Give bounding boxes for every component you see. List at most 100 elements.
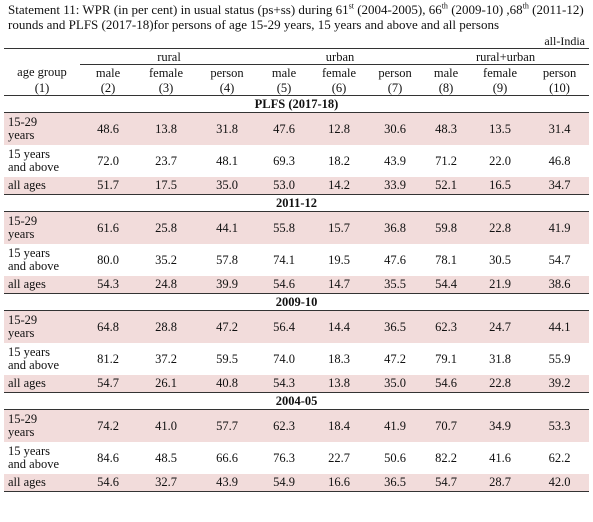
table-cell: 59.8	[422, 211, 471, 244]
table-cell: 35.0	[368, 375, 423, 393]
header-column-number: (6)	[310, 80, 369, 96]
header-group-rural-urban: rural+urban	[422, 48, 590, 65]
row-label-line: and above	[8, 358, 60, 372]
table-cell: 48.6	[80, 112, 136, 145]
table-cell: 30.6	[368, 112, 423, 145]
table-cell: 47.2	[384, 351, 406, 366]
table-row: 15 years and above 81.2 37.2 59.5 74.0 18.3 47.…	[4, 343, 589, 375]
table-cell: 74.1	[273, 252, 295, 267]
table-cell: 31.4	[530, 112, 590, 145]
table-cell: 30.5	[489, 252, 511, 267]
table-cell: 28.7	[470, 474, 531, 492]
table-row: 15 years and above 80.0 35.2 57.8 74.1 19.5 47.…	[4, 244, 589, 276]
row-label: all ages	[4, 375, 80, 393]
table-cell: 59.5	[216, 351, 238, 366]
table-cell: 41.9	[368, 409, 423, 442]
table-cell: 84.6	[97, 450, 119, 465]
table-cell: 76.3	[273, 450, 295, 465]
table-cell: 54.3	[80, 276, 136, 294]
row-label-line: all ages	[8, 178, 46, 192]
table-cell: 37.2	[155, 351, 177, 366]
table-cell: 71.2	[435, 153, 457, 168]
table-cell: 54.4	[422, 276, 471, 294]
table-cell: 55.8	[258, 211, 311, 244]
table-cell: 55.9	[548, 351, 571, 366]
table-cell: 74.2	[80, 409, 136, 442]
table-cell: 26.1	[136, 375, 196, 393]
table-cell: 22.0	[489, 153, 511, 168]
table-row: all ages 54.7 26.1 40.8 54.3 13.8 35.0 54.6 22.8…	[4, 375, 590, 393]
table-cell: 52.1	[422, 177, 471, 195]
row-label-line: 15-29	[8, 214, 38, 228]
table-cell: 50.6	[384, 450, 406, 465]
table-cell: 16.5	[470, 177, 531, 195]
table-cell: 23.7	[155, 153, 177, 168]
table-cell: 48.1	[216, 153, 238, 168]
table-cell: 35.0	[196, 177, 259, 195]
table-cell: 44.1	[530, 310, 590, 343]
table-cell: 54.3	[258, 375, 311, 393]
table-cell: 79.1	[435, 351, 457, 366]
table-cell: 17.5	[136, 177, 196, 195]
table-row: 15 years and above 84.6 48.5 66.6 76.3 22.7 50.…	[4, 442, 589, 474]
section-header-row: 2009-10	[4, 293, 590, 311]
table-cell: 56.4	[258, 310, 311, 343]
header-column-person: person	[378, 65, 412, 80]
row-label-line: years	[8, 326, 35, 340]
table-cell: 80.0	[97, 252, 119, 267]
table-cell: 44.1	[196, 211, 259, 244]
row-label-line: 15 years	[8, 147, 50, 161]
table-cell: 54.6	[258, 276, 311, 294]
row-label-line: all ages	[8, 277, 46, 291]
header-age-group: age group	[17, 65, 67, 80]
table-cell: 51.7	[80, 177, 136, 195]
table-row: all ages 54.6 32.7 43.9 54.9 16.6 36.5 54.7 28.7…	[4, 474, 590, 492]
section-title: 2011-12	[4, 194, 590, 212]
table-cell: 54.6	[422, 375, 471, 393]
row-label: all ages	[4, 276, 80, 294]
table-cell: 72.0	[97, 153, 119, 168]
row-label-line: 15-29	[8, 313, 38, 327]
header-group-urban: urban	[258, 48, 423, 65]
table-cell: 34.9	[470, 409, 531, 442]
row-label-line: 15-29	[8, 412, 38, 426]
table-cell: 14.2	[310, 177, 369, 195]
table-cell: 46.8	[548, 153, 571, 168]
header-column-number: (1)	[4, 80, 80, 96]
table-cell: 47.6	[384, 252, 406, 267]
table-cell: 28.8	[136, 310, 196, 343]
row-label-line: 15 years	[8, 345, 50, 359]
row-label-line: years	[8, 227, 35, 241]
table-cell: 24.7	[470, 310, 531, 343]
table-cell: 47.6	[258, 112, 311, 145]
row-label-line: and above	[8, 160, 60, 174]
header-column-number: (10)	[530, 80, 590, 96]
table-row: 15-29 years 61.6 25.8 44.1 55.8 15.7 36.8 59.8 22…	[4, 211, 590, 244]
table-cell: 35.2	[155, 252, 177, 267]
header-column-female: female	[483, 65, 518, 80]
header-column-female: female	[148, 65, 183, 80]
table-cell: 53.3	[530, 409, 590, 442]
table-cell: 32.7	[136, 474, 196, 492]
table-cell: 82.2	[435, 450, 457, 465]
table-cell: 22.8	[470, 211, 531, 244]
row-label: 15 years and above	[4, 244, 80, 276]
table-cell: 21.9	[470, 276, 531, 294]
table-cell: 39.9	[196, 276, 259, 294]
table-cell: 16.6	[310, 474, 369, 492]
section-header-row: 2004-05	[4, 392, 590, 410]
table-cell: 39.2	[530, 375, 590, 393]
table-cell: 36.8	[368, 211, 423, 244]
header-column-person: person	[210, 65, 244, 80]
table-cell: 12.8	[310, 112, 369, 145]
table-cell: 25.8	[136, 211, 196, 244]
header-column-female: female	[322, 65, 357, 80]
wpr-table: rural urban rural+urban age group male fe…	[4, 48, 590, 492]
table-cell: 43.9	[196, 474, 259, 492]
table-cell: 57.7	[196, 409, 259, 442]
table-cell: 81.2	[97, 351, 119, 366]
header-column-person: person	[542, 65, 577, 80]
table-cell: 36.5	[368, 474, 423, 492]
table-cell: 61.6	[80, 211, 136, 244]
header-column-number: (5)	[258, 80, 311, 96]
